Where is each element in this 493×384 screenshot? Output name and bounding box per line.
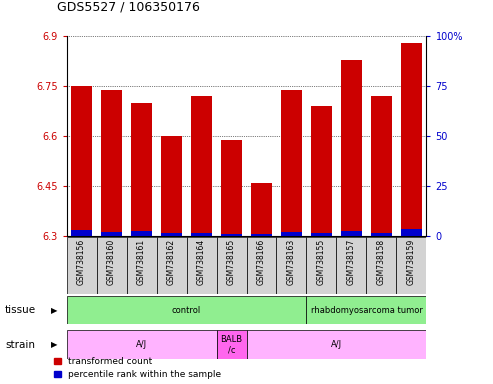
Legend: transformed count, percentile rank within the sample: transformed count, percentile rank withi… [54, 357, 221, 379]
Text: GSM738160: GSM738160 [107, 239, 116, 285]
Bar [131, 103, 152, 236]
Bar [401, 229, 422, 236]
Text: GSM738157: GSM738157 [347, 239, 356, 285]
Bar [221, 140, 242, 236]
Bar [307, 237, 336, 294]
Bar [67, 237, 97, 294]
Bar [281, 90, 302, 236]
Bar [311, 106, 332, 236]
Text: GSM738155: GSM738155 [317, 239, 326, 285]
Bar [401, 43, 422, 236]
Bar [366, 237, 396, 294]
Text: A/J: A/J [331, 340, 342, 349]
Bar [131, 231, 152, 236]
Bar [186, 237, 216, 294]
Bar [246, 330, 426, 359]
Text: strain: strain [5, 339, 35, 350]
Bar [71, 86, 92, 236]
Bar [71, 230, 92, 236]
Bar [341, 231, 362, 236]
Text: GSM738165: GSM738165 [227, 239, 236, 285]
Bar [67, 330, 216, 359]
Bar [281, 232, 302, 236]
Bar [246, 237, 277, 294]
Text: GSM738156: GSM738156 [77, 239, 86, 285]
Bar [101, 232, 122, 236]
Bar [251, 183, 272, 236]
Bar [396, 237, 426, 294]
Text: ▶: ▶ [51, 340, 58, 349]
Text: ▶: ▶ [51, 306, 58, 314]
Bar [191, 96, 212, 236]
Bar [101, 90, 122, 236]
Bar [336, 237, 366, 294]
Text: rhabdomyosarcoma tumor: rhabdomyosarcoma tumor [311, 306, 423, 314]
Bar [127, 237, 157, 294]
Text: control: control [172, 306, 201, 314]
Text: GSM738159: GSM738159 [407, 239, 416, 285]
Text: BALB
/c: BALB /c [220, 335, 243, 354]
Bar [161, 233, 182, 236]
Text: A/J: A/J [136, 340, 147, 349]
Bar [157, 237, 186, 294]
Bar [67, 296, 307, 324]
Text: GSM738162: GSM738162 [167, 239, 176, 285]
Text: GSM738164: GSM738164 [197, 239, 206, 285]
Bar [221, 234, 242, 236]
Bar [216, 330, 246, 359]
Bar [307, 296, 426, 324]
Bar [371, 233, 392, 236]
Bar [161, 136, 182, 236]
Bar [216, 237, 246, 294]
Text: tissue: tissue [5, 305, 36, 315]
Text: GSM738158: GSM738158 [377, 239, 386, 285]
Bar [311, 233, 332, 236]
Bar [341, 60, 362, 236]
Text: GDS5527 / 106350176: GDS5527 / 106350176 [57, 0, 200, 13]
Bar [191, 233, 212, 236]
Bar [371, 96, 392, 236]
Bar [251, 234, 272, 236]
Text: GSM738161: GSM738161 [137, 239, 146, 285]
Bar [277, 237, 307, 294]
Text: GSM738163: GSM738163 [287, 239, 296, 285]
Text: GSM738166: GSM738166 [257, 239, 266, 285]
Bar [97, 237, 127, 294]
